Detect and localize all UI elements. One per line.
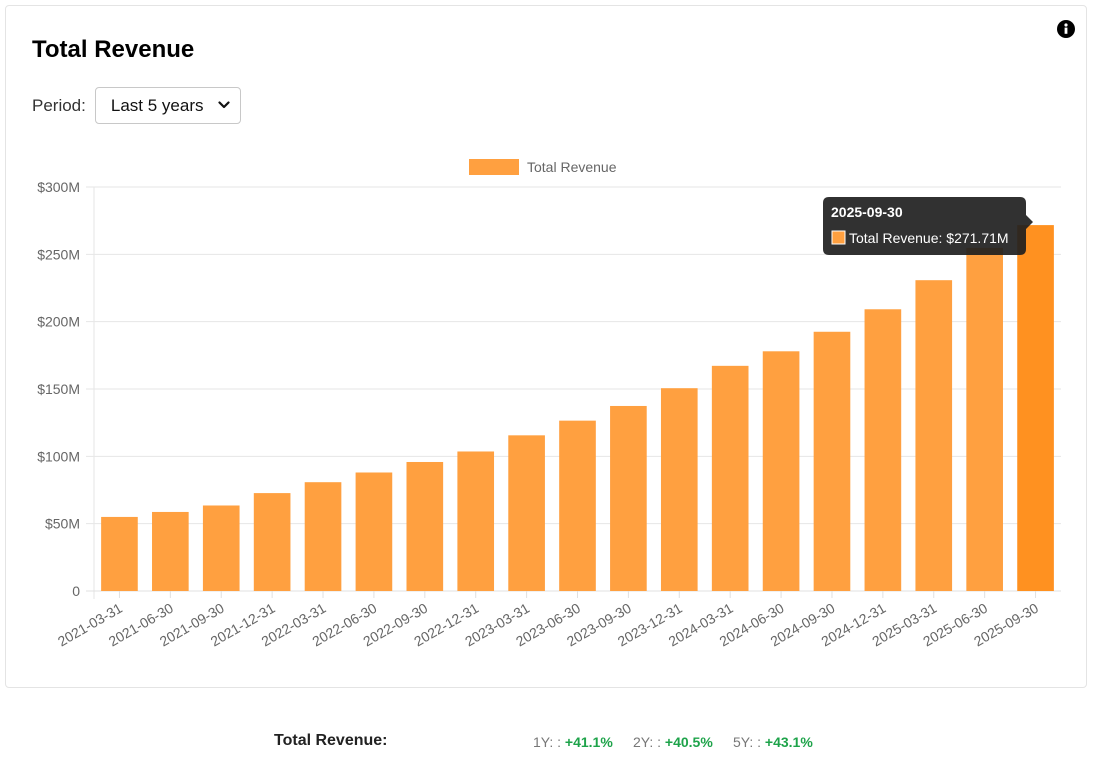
- bar: [253, 493, 291, 591]
- bar: [1017, 225, 1054, 591]
- tooltip-swatch: [831, 230, 846, 245]
- period-select[interactable]: Last 5 years: [94, 87, 241, 124]
- period-selector: Period: Last 5 years: [32, 87, 241, 124]
- bar: [304, 482, 342, 591]
- summary-1y: 1Y: : +41.1%: [533, 734, 613, 750]
- bar: [864, 309, 902, 591]
- legend-swatch: [469, 159, 519, 175]
- bar: [660, 388, 698, 591]
- legend-layer: Total Revenue: [469, 159, 617, 175]
- summary-label: Total Revenue:: [274, 732, 388, 749]
- y-tick-label: 0: [72, 583, 80, 599]
- bar-layer: [101, 225, 1054, 592]
- bar: [202, 505, 240, 591]
- period-selected-value: Last 5 years: [110, 95, 204, 115]
- card-title: Total Revenue: [32, 36, 195, 63]
- summary-2y: 2Y: : +40.5%: [633, 734, 713, 750]
- summary-5y-period: 5Y: :: [733, 734, 762, 750]
- y-tick-label: $250M: [37, 246, 80, 262]
- bar: [508, 435, 545, 591]
- revenue-bar-chart: 0$50M$100M$150M$200M$250M$300M2021-03-31…: [37, 159, 1061, 649]
- tooltip-title: 2025-09-30: [831, 204, 903, 220]
- legend-label: Total Revenue: [527, 159, 617, 175]
- info-icon[interactable]: [1057, 20, 1075, 38]
- summary-5y-value: +43.1%: [764, 734, 813, 750]
- bar: [813, 331, 851, 591]
- summary-row: Total Revenue: 1Y: : +41.1% 2Y: : +40.5%…: [0, 728, 1095, 754]
- chevron-down-icon: [218, 101, 230, 109]
- summary-2y-period: 2Y: :: [633, 734, 662, 750]
- bar: [152, 511, 189, 591]
- y-tick-label: $300M: [37, 179, 80, 195]
- bar: [610, 405, 647, 591]
- bar: [711, 365, 749, 591]
- y-tick-label: $200M: [37, 314, 80, 330]
- bar: [406, 461, 444, 591]
- tooltip-layer: 2025-09-30 Total Revenue: $271.71M: [823, 197, 1033, 255]
- y-tick-label: $50M: [45, 516, 80, 532]
- y-tick-label: $150M: [37, 381, 80, 397]
- bar: [559, 420, 596, 591]
- bar: [457, 451, 495, 591]
- bar: [101, 516, 138, 591]
- bar: [762, 351, 800, 591]
- y-tick-label: $100M: [37, 448, 80, 464]
- period-label: Period:: [32, 95, 86, 115]
- bar: [915, 280, 953, 591]
- summary-5y: 5Y: : +43.1%: [733, 734, 813, 750]
- tooltip-label: Total Revenue: $271.71M: [849, 230, 1009, 246]
- tooltip-box: [823, 197, 1033, 255]
- bar: [355, 472, 393, 591]
- bar: [966, 247, 1003, 592]
- tooltip: 2025-09-30 Total Revenue: $271.71M: [823, 197, 1033, 255]
- summary-1y-period: 1Y: :: [533, 734, 562, 750]
- summary-1y-value: +41.1%: [564, 734, 613, 750]
- summary-2y-value: +40.5%: [664, 734, 713, 750]
